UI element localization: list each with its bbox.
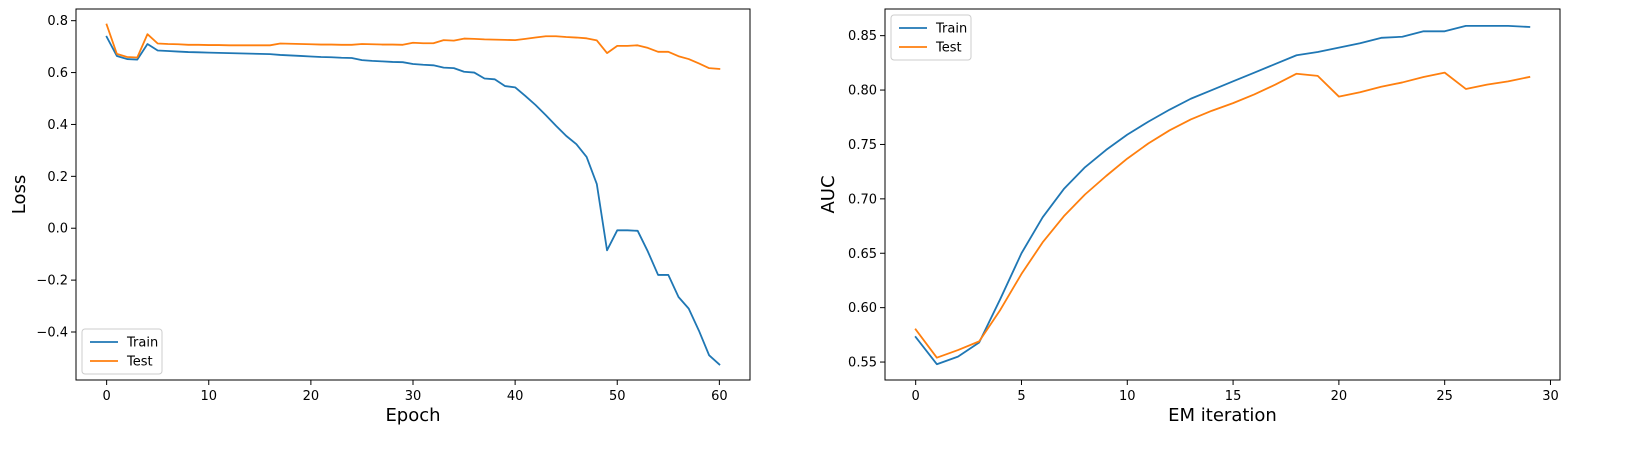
chart-panel-1: 0 10 20 30 40 50 60 −0.4 −0.2 0.0 0.2 0.4 0.6 0.8 Epoc… bbox=[9, 8, 751, 426]
y-tick-label: 0.2 bbox=[47, 170, 68, 185]
y-tick-label: −0.4 bbox=[36, 326, 68, 341]
x-axis-label: Epoch bbox=[385, 405, 440, 426]
y-tick-label: 0.4 bbox=[47, 118, 68, 133]
y-tick-label: 0.8 bbox=[47, 14, 68, 29]
x-tick-label: 50 bbox=[609, 389, 626, 404]
x-tick-label: 10 bbox=[200, 389, 217, 404]
x-tick-label: 40 bbox=[507, 389, 524, 404]
y-tick-label: 0.0 bbox=[47, 222, 68, 237]
legend-label-test: Test bbox=[126, 355, 153, 370]
series-line-train bbox=[914, 24, 1531, 366]
y-tick-label: 0.55 bbox=[848, 356, 877, 371]
series-line-test bbox=[105, 23, 721, 70]
y-tick-label: 0.6 bbox=[47, 66, 68, 81]
x-tick-label: 0 bbox=[912, 389, 920, 404]
axes-frame bbox=[884, 8, 1561, 381]
y-tick-label: 0.80 bbox=[848, 84, 877, 99]
x-tick-label: 25 bbox=[1436, 389, 1453, 404]
chart-panel-2: 0 5 10 15 20 25 30 0.55 0.60 0.65 0.70 0.75 0.80 0.85… bbox=[818, 8, 1561, 426]
series-lines bbox=[914, 24, 1531, 366]
legend-frame bbox=[81, 328, 163, 375]
y-tick-label: −0.2 bbox=[36, 274, 68, 289]
x-tick-label: 5 bbox=[1017, 389, 1025, 404]
x-tick-label: 15 bbox=[1225, 389, 1242, 404]
y-tick-label: 0.75 bbox=[848, 138, 877, 153]
x-axis-label: EM iteration bbox=[1168, 405, 1277, 426]
series-lines bbox=[105, 23, 721, 366]
x-tick-label: 20 bbox=[303, 389, 320, 404]
y-axis-label: Loss bbox=[9, 175, 30, 214]
x-tick-label: 10 bbox=[1119, 389, 1136, 404]
x-tick-label: 30 bbox=[405, 389, 422, 404]
x-tick-label: 0 bbox=[102, 389, 110, 404]
y-tick-label: 0.65 bbox=[848, 247, 877, 262]
y-tick-label: 0.60 bbox=[848, 301, 877, 316]
x-tick-label: 20 bbox=[1331, 389, 1348, 404]
x-tick-label: 60 bbox=[711, 389, 728, 404]
y-tick-label: 0.70 bbox=[848, 192, 877, 207]
y-tick-label: 0.85 bbox=[848, 29, 877, 44]
series-line-test bbox=[914, 71, 1531, 359]
legend: Train Test bbox=[81, 328, 163, 375]
x-tick-label: 30 bbox=[1542, 389, 1559, 404]
y-axis-label: AUC bbox=[818, 175, 839, 213]
legend-label-train: Train bbox=[935, 22, 967, 37]
legend-frame bbox=[890, 14, 972, 61]
legend: Train Test bbox=[890, 14, 972, 61]
series-line-train bbox=[105, 35, 721, 366]
legend-label-test: Test bbox=[935, 41, 962, 56]
legend-label-train: Train bbox=[126, 336, 158, 351]
